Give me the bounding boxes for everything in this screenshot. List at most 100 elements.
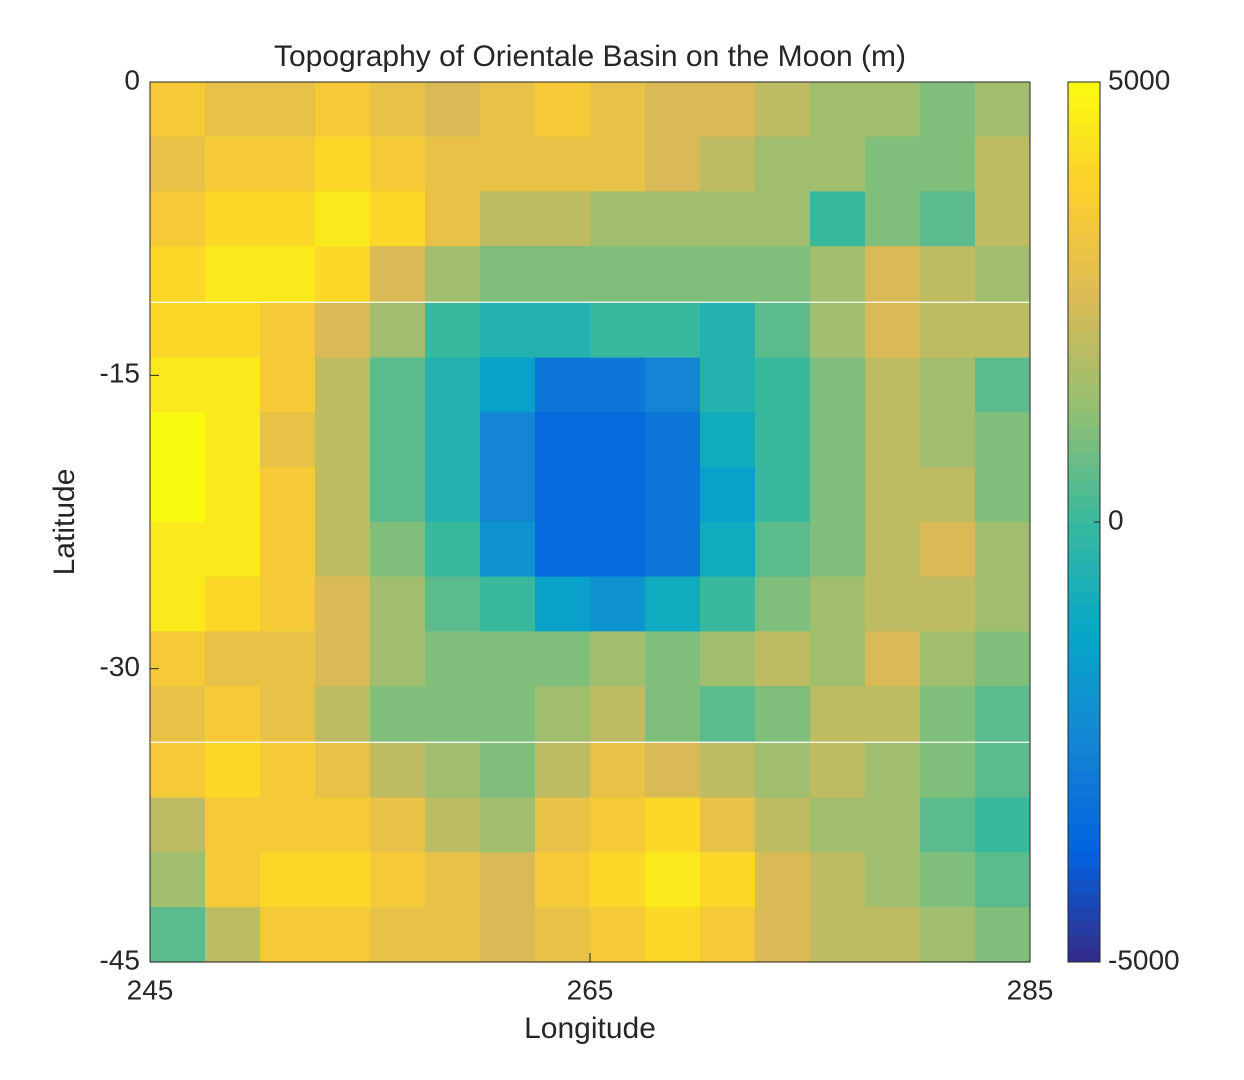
heatmap-cell [205,412,261,468]
colorbar-step [1068,590,1100,605]
heatmap-cell [315,357,371,414]
heatmap-cell [700,742,756,799]
heatmap-cell [260,797,316,854]
colorbar-step [1068,852,1100,867]
colorbar-step [1068,618,1100,633]
heatmap-cell [590,852,646,908]
heatmap-cell [865,302,921,359]
heatmap-cell [205,246,261,302]
heatmap-cell [205,686,261,742]
heatmap-cell [590,246,646,302]
heatmap-cell [150,467,206,523]
heatmap-cell [370,797,426,854]
heatmap-cell [920,907,976,963]
heatmap-cell [535,357,591,414]
y-axis-label: Latitude [48,469,81,576]
heatmap-cell [315,302,371,359]
heatmap-cell [480,357,536,414]
heatmap-cell [865,686,921,742]
heatmap-cell [865,521,921,578]
colorbar-step [1068,797,1100,812]
heatmap-cell [535,136,591,193]
colorbar-step [1068,810,1100,825]
heatmap-cell [480,467,536,523]
heatmap-cell [370,852,426,908]
colorbar-step [1068,453,1100,468]
heatmap-cell [920,742,976,799]
heatmap-cell [700,246,756,302]
heatmap-cell [645,467,701,523]
colorbar-step [1068,412,1100,427]
heatmap-cell [700,686,756,742]
heatmap-cell [315,907,371,963]
colorbar-step [1068,659,1100,674]
heatmap-cell [205,907,261,963]
heatmap-cell [150,191,206,247]
colorbar-step [1068,247,1100,262]
heatmap-cell [425,302,481,359]
heatmap-cell [865,357,921,414]
heatmap-cell [480,81,536,138]
heatmap-cell [535,576,591,633]
heatmap-cell [810,852,866,908]
heatmap-cell [920,467,976,523]
heatmap-cell [920,521,976,578]
heatmap-cell [480,742,536,799]
colorbar-step [1068,824,1100,839]
heatmap-cell [480,686,536,742]
heatmap-cell [700,852,756,908]
heatmap-cell [425,81,481,138]
heatmap-cell [535,631,591,687]
colorbar-step [1068,742,1100,757]
heatmap-cell [425,576,481,633]
heatmap-cell [755,686,811,742]
heatmap-cell [260,521,316,578]
heatmap-cell [810,907,866,963]
heatmap-cell [480,246,536,302]
colorbar-step [1068,150,1100,165]
heatmap-cell [865,852,921,908]
colorbar-step [1068,604,1100,619]
heatmap-cell [205,631,261,687]
heatmap-cell [975,191,1031,247]
heatmap-cell [370,136,426,193]
heatmap-cell [700,136,756,193]
heatmap-cell [865,631,921,687]
colorbar-step [1068,480,1100,495]
heatmap-cell [370,246,426,302]
x-axis-label: Longitude [524,1012,656,1045]
heatmap-cell [700,81,756,138]
heatmap-cell [810,797,866,854]
heatmap-cell [755,136,811,193]
heatmap-cell [975,357,1031,414]
heatmap-cell [480,191,536,247]
heatmap-cell [810,576,866,633]
heatmap-cell [865,412,921,468]
heatmap-cell [920,191,976,247]
heatmap-cell [975,631,1031,687]
heatmap-cell [755,412,811,468]
heatmap-cell [865,797,921,854]
colorbar-step [1068,467,1100,482]
heatmap-cell [315,742,371,799]
heatmap-cell [810,631,866,687]
heatmap-cell [755,576,811,633]
heatmap-cell [975,136,1031,193]
heatmap-cell [205,467,261,523]
heatmap-cell [535,686,591,742]
heatmap-cell [865,576,921,633]
chart-title: Topography of Orientale Basin on the Moo… [274,40,906,73]
heatmap-cell [645,412,701,468]
heatmap-cell [590,686,646,742]
colorbar-step [1068,714,1100,729]
heatmap-cell [920,631,976,687]
colorbar-step [1068,343,1100,358]
colorbar-step [1068,549,1100,564]
heatmap-cell [755,81,811,138]
heatmap-cell [920,576,976,633]
heatmap-cell [645,852,701,908]
heatmap-cell [700,797,756,854]
heatmap-cell [975,246,1031,302]
heatmap-cell [315,521,371,578]
heatmap-cell [865,191,921,247]
